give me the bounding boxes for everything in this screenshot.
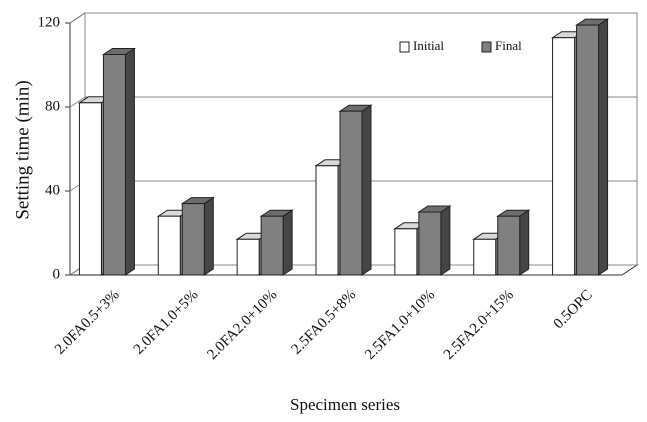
bar xyxy=(473,238,497,276)
bar-side xyxy=(282,209,293,276)
x-tick-label: 0.5OPC xyxy=(551,287,596,332)
bar xyxy=(576,24,600,276)
bar xyxy=(394,228,418,276)
x-axis-label: Specimen series xyxy=(290,395,400,414)
legend-swatch xyxy=(399,41,410,53)
bar xyxy=(181,203,205,276)
bar xyxy=(552,37,576,276)
bar xyxy=(315,165,339,276)
y-tick-label: 120 xyxy=(38,14,61,30)
legend-label: Initial xyxy=(413,38,444,53)
bar-side xyxy=(124,47,135,276)
bar xyxy=(102,54,126,276)
y-tick-label: 0 xyxy=(53,266,61,282)
bar-side xyxy=(203,196,214,276)
bar-side xyxy=(519,209,530,276)
bar xyxy=(497,215,521,276)
x-tick-label: 2.5FA1.0+10% xyxy=(362,287,438,363)
x-tick-label: 2.5FA2.0+15% xyxy=(441,287,517,363)
x-tick-label: 2.0FA0.5+3% xyxy=(52,287,123,358)
x-tick-label: 2.5FA0.5+8% xyxy=(289,287,360,358)
legend-label: Final xyxy=(495,38,522,53)
x-tick-label: 2.0FA1.0+5% xyxy=(131,287,202,358)
x-tick-label: 2.0FA2.0+10% xyxy=(204,287,280,363)
legend-swatch xyxy=(481,41,492,53)
bar xyxy=(157,215,181,276)
bar xyxy=(78,102,102,276)
bar xyxy=(339,110,363,276)
bar xyxy=(236,238,260,276)
bar-side xyxy=(361,104,372,276)
bar-side xyxy=(440,205,451,276)
bar xyxy=(418,211,442,276)
y-tick-label: 80 xyxy=(45,98,60,114)
y-tick-label: 40 xyxy=(45,182,60,198)
bar xyxy=(260,215,284,276)
grid-line xyxy=(69,96,86,108)
y-axis-label: Setting time (min) xyxy=(12,80,33,219)
bar-side xyxy=(598,18,609,276)
grid-line xyxy=(69,12,86,24)
